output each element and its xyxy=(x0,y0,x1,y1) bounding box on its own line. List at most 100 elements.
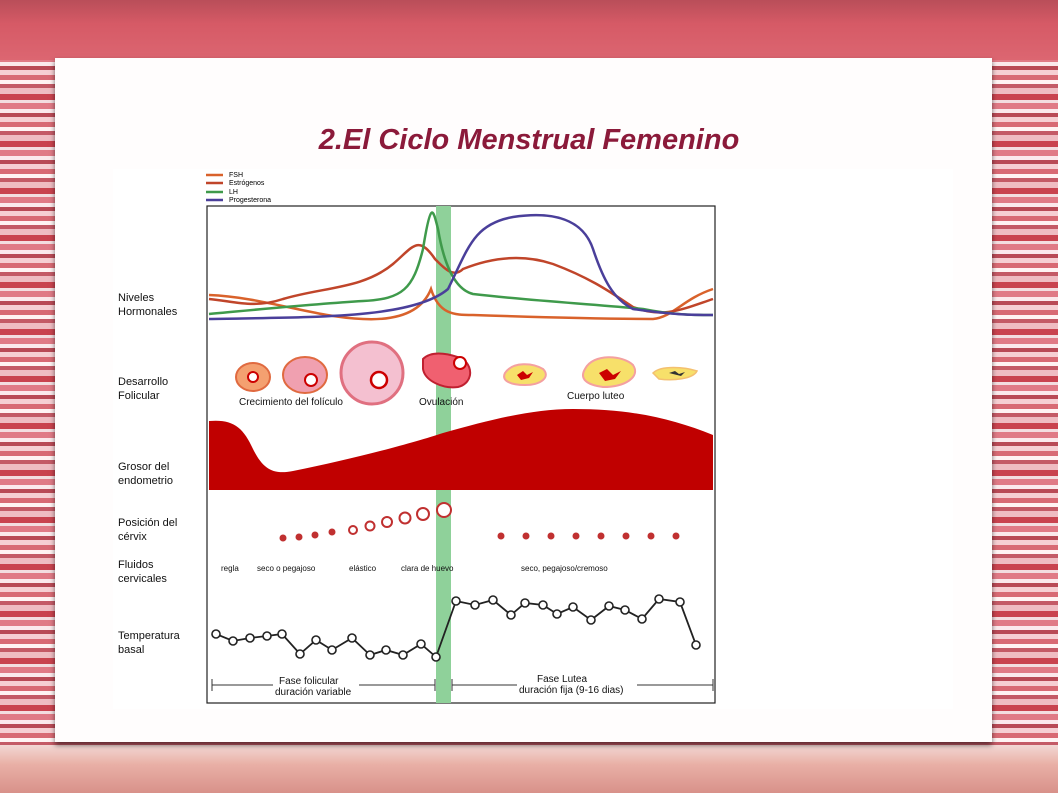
cycle-diagram: FSH Estrógenos LH Progesterona Niveles H… xyxy=(118,172,716,704)
label-cervix-2: cérvix xyxy=(118,531,147,543)
corpus-luteum-label: Cuerpo luteo xyxy=(567,391,625,402)
temperature-point xyxy=(488,595,498,605)
fluid-labels: regla seco o pegajoso elástico clara de … xyxy=(221,564,608,573)
label-cervix-1: Posición del xyxy=(118,517,177,529)
temperature-points xyxy=(211,594,701,662)
cervix-circle xyxy=(364,520,376,532)
label-fluids-1: Fluidos xyxy=(118,559,154,571)
temperature-point xyxy=(691,640,701,650)
label-fluids-2: cervicales xyxy=(118,573,167,585)
follicle-small-core xyxy=(247,371,259,383)
cervix-circle xyxy=(436,502,452,518)
cervix-dot xyxy=(328,528,336,536)
luteal-label-bg xyxy=(517,673,637,697)
luteal-phase-duration: duración fija (9-16 dias) xyxy=(519,685,624,696)
cervix-dots xyxy=(279,528,680,542)
fluid-label-period: regla xyxy=(221,564,239,573)
temperature-point xyxy=(381,645,391,655)
label-temperature-2: basal xyxy=(118,644,144,656)
fluid-label-egg-white: clara de huevo xyxy=(401,564,454,573)
temperature-point xyxy=(416,639,426,649)
cervix-dot xyxy=(522,532,530,540)
temperature-point xyxy=(552,609,562,619)
label-endometrium-2: endometrio xyxy=(118,475,173,487)
follicle-growth-label: Crecimiento del folículo xyxy=(239,397,343,408)
cervix-dot xyxy=(647,532,655,540)
label-follicular-1: Desarrollo xyxy=(118,376,168,388)
follicular-label-bg xyxy=(273,675,359,699)
follicle-labels: Crecimiento del folículo Ovulación Cuerp… xyxy=(239,391,625,408)
cervix-dot xyxy=(311,531,319,539)
temperature-point xyxy=(295,649,305,659)
fluid-label-elastic: elástico xyxy=(349,564,377,573)
temperature-point xyxy=(470,600,480,610)
row-labels: Niveles Hormonales Desarrollo Folicular … xyxy=(118,292,181,656)
cervix-dot xyxy=(572,532,580,540)
follicles xyxy=(235,340,699,406)
legend-label-lh: LH xyxy=(229,189,238,196)
temperature-point xyxy=(347,633,357,643)
label-hormones-1: Niveles xyxy=(118,292,155,304)
label-follicular-2: Folicular xyxy=(118,390,160,402)
diagram-frame xyxy=(206,205,716,704)
legend: FSH Estrógenos LH Progesterona xyxy=(206,172,271,204)
follicle-large-core xyxy=(369,370,389,390)
background-bottom-band xyxy=(0,745,1058,793)
cervix-dot xyxy=(295,533,303,541)
temperature-point xyxy=(311,635,321,645)
follicular-phase-name: Fase folicular xyxy=(279,676,339,687)
temperature-point xyxy=(277,629,287,639)
phase-labels: Fase folicular duración variable Fase Lu… xyxy=(275,674,624,698)
hormone-curves xyxy=(208,211,714,321)
temperature-point xyxy=(327,645,337,655)
slide-title: 2.El Ciclo Menstrual Femenino xyxy=(318,124,740,156)
corpus-luteum-1-core xyxy=(517,371,533,380)
cervix-dot xyxy=(547,532,555,540)
follicle-medium-core xyxy=(304,373,318,387)
fluid-label-dry: seco o pegajoso xyxy=(257,564,316,573)
cervix-dot xyxy=(497,532,505,540)
temperature-point xyxy=(538,600,548,610)
progesterone-curve xyxy=(208,213,714,321)
label-temperature-1: Temperatura xyxy=(118,630,181,642)
temperature-point xyxy=(451,596,461,606)
cervix-dot xyxy=(279,534,287,542)
temperature-point xyxy=(398,650,408,660)
temperature-point xyxy=(211,629,221,639)
corpus-luteum-2-core xyxy=(599,369,621,381)
follicular-phase-duration: duración variable xyxy=(275,687,352,698)
menstrual-cycle-figure: FSH Estrógenos LH Progesterona Niveles H… xyxy=(113,169,953,709)
temperature-point xyxy=(568,602,578,612)
temperature-point xyxy=(506,610,516,620)
cervix-dot xyxy=(672,532,680,540)
temperature-point xyxy=(604,601,614,611)
endometrium-thickness xyxy=(209,409,713,490)
temperature-point xyxy=(262,631,272,641)
legend-label-estrogen: Estrógenos xyxy=(229,180,265,187)
cervix-dot xyxy=(597,532,605,540)
fluid-label-creamy: seco, pegajoso/cremoso xyxy=(521,564,608,573)
cervix-circle xyxy=(398,511,412,525)
label-hormones-2: Hormonales xyxy=(118,306,178,318)
follicle-large xyxy=(339,340,405,406)
temperature-point xyxy=(654,594,664,604)
temperature-point xyxy=(228,636,238,646)
background-top-band xyxy=(0,0,1058,60)
cervix-circle xyxy=(381,516,393,528)
estrogen-curve xyxy=(208,243,714,314)
cervix-circle xyxy=(348,525,358,535)
temperature-point xyxy=(245,633,255,643)
legend-label-fsh: FSH xyxy=(229,172,243,179)
ovulation-label: Ovulación xyxy=(419,397,463,408)
luteal-phase-name: Fase Lutea xyxy=(537,674,587,685)
temperature-point xyxy=(675,597,685,607)
temperature-point xyxy=(586,615,596,625)
follicle-medium xyxy=(282,356,328,394)
cervix-circle xyxy=(416,507,430,521)
corpus-luteum-3-core xyxy=(669,371,685,376)
temperature-point xyxy=(637,614,647,624)
temperature-point xyxy=(620,605,630,615)
cervix-dot xyxy=(622,532,630,540)
temperature-point xyxy=(520,598,530,608)
fsh-curve xyxy=(208,285,714,321)
